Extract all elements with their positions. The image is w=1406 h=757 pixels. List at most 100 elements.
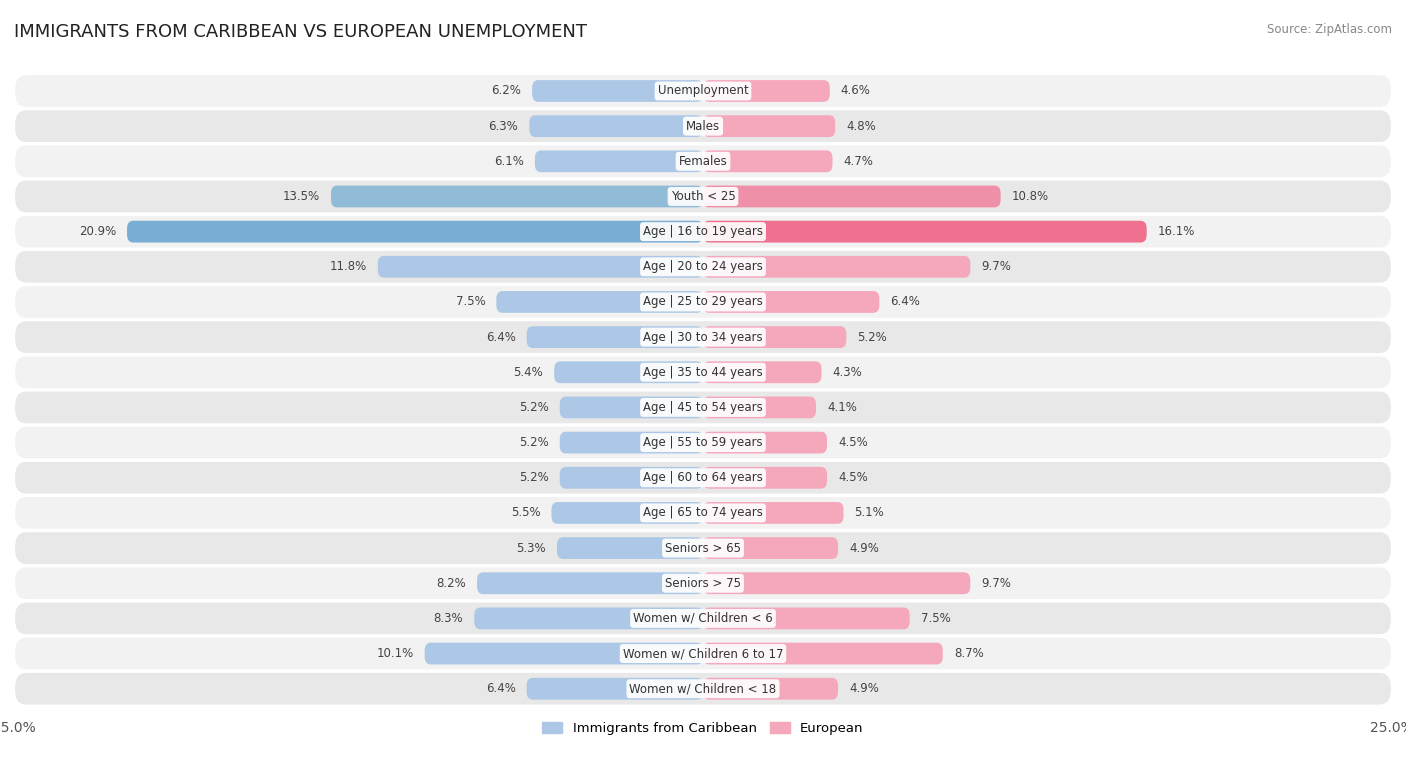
FancyBboxPatch shape [14, 74, 1392, 107]
FancyBboxPatch shape [703, 151, 832, 172]
Text: 6.4%: 6.4% [485, 331, 516, 344]
Text: Women w/ Children < 18: Women w/ Children < 18 [630, 682, 776, 695]
Text: Females: Females [679, 155, 727, 168]
Text: 4.1%: 4.1% [827, 401, 856, 414]
Text: 9.7%: 9.7% [981, 260, 1011, 273]
FancyBboxPatch shape [425, 643, 703, 665]
Text: Seniors > 65: Seniors > 65 [665, 541, 741, 555]
Text: 6.1%: 6.1% [494, 155, 524, 168]
Text: 16.1%: 16.1% [1157, 225, 1195, 238]
FancyBboxPatch shape [330, 185, 703, 207]
FancyBboxPatch shape [703, 185, 1001, 207]
Text: 4.7%: 4.7% [844, 155, 873, 168]
Text: Age | 55 to 59 years: Age | 55 to 59 years [643, 436, 763, 449]
FancyBboxPatch shape [527, 326, 703, 348]
FancyBboxPatch shape [527, 678, 703, 699]
FancyBboxPatch shape [703, 537, 838, 559]
Text: 10.1%: 10.1% [377, 647, 413, 660]
FancyBboxPatch shape [14, 179, 1392, 213]
Text: IMMIGRANTS FROM CARIBBEAN VS EUROPEAN UNEMPLOYMENT: IMMIGRANTS FROM CARIBBEAN VS EUROPEAN UN… [14, 23, 588, 41]
Text: 10.8%: 10.8% [1012, 190, 1049, 203]
Text: 8.3%: 8.3% [433, 612, 463, 625]
FancyBboxPatch shape [14, 215, 1392, 248]
Text: 13.5%: 13.5% [283, 190, 321, 203]
FancyBboxPatch shape [703, 256, 970, 278]
Text: Age | 60 to 64 years: Age | 60 to 64 years [643, 472, 763, 484]
Text: 5.2%: 5.2% [519, 436, 548, 449]
FancyBboxPatch shape [560, 431, 703, 453]
Text: 8.2%: 8.2% [436, 577, 465, 590]
FancyBboxPatch shape [14, 425, 1392, 459]
FancyBboxPatch shape [703, 572, 970, 594]
FancyBboxPatch shape [14, 566, 1392, 600]
Text: Source: ZipAtlas.com: Source: ZipAtlas.com [1267, 23, 1392, 36]
FancyBboxPatch shape [703, 397, 815, 419]
Text: Women w/ Children 6 to 17: Women w/ Children 6 to 17 [623, 647, 783, 660]
FancyBboxPatch shape [703, 326, 846, 348]
Text: 5.2%: 5.2% [858, 331, 887, 344]
FancyBboxPatch shape [703, 221, 1147, 242]
Text: Age | 30 to 34 years: Age | 30 to 34 years [643, 331, 763, 344]
FancyBboxPatch shape [14, 391, 1392, 425]
FancyBboxPatch shape [703, 80, 830, 102]
FancyBboxPatch shape [703, 608, 910, 629]
Text: 4.6%: 4.6% [841, 85, 870, 98]
Text: Age | 16 to 19 years: Age | 16 to 19 years [643, 225, 763, 238]
FancyBboxPatch shape [703, 115, 835, 137]
Text: 9.7%: 9.7% [981, 577, 1011, 590]
FancyBboxPatch shape [531, 80, 703, 102]
FancyBboxPatch shape [703, 502, 844, 524]
FancyBboxPatch shape [14, 672, 1392, 706]
FancyBboxPatch shape [14, 145, 1392, 178]
FancyBboxPatch shape [14, 355, 1392, 389]
FancyBboxPatch shape [530, 115, 703, 137]
FancyBboxPatch shape [14, 250, 1392, 284]
FancyBboxPatch shape [14, 496, 1392, 530]
Text: 4.5%: 4.5% [838, 472, 868, 484]
FancyBboxPatch shape [560, 397, 703, 419]
Text: 11.8%: 11.8% [329, 260, 367, 273]
Text: 5.1%: 5.1% [855, 506, 884, 519]
FancyBboxPatch shape [14, 602, 1392, 635]
Text: 5.2%: 5.2% [519, 401, 548, 414]
Text: 5.4%: 5.4% [513, 366, 543, 378]
Text: 4.9%: 4.9% [849, 541, 879, 555]
FancyBboxPatch shape [127, 221, 703, 242]
Text: 4.9%: 4.9% [849, 682, 879, 695]
FancyBboxPatch shape [703, 643, 943, 665]
FancyBboxPatch shape [477, 572, 703, 594]
FancyBboxPatch shape [551, 502, 703, 524]
Text: Women w/ Children < 6: Women w/ Children < 6 [633, 612, 773, 625]
FancyBboxPatch shape [14, 320, 1392, 354]
Text: Age | 65 to 74 years: Age | 65 to 74 years [643, 506, 763, 519]
Text: Seniors > 75: Seniors > 75 [665, 577, 741, 590]
Text: Age | 20 to 24 years: Age | 20 to 24 years [643, 260, 763, 273]
Text: 5.5%: 5.5% [510, 506, 540, 519]
FancyBboxPatch shape [496, 291, 703, 313]
Text: Unemployment: Unemployment [658, 85, 748, 98]
FancyBboxPatch shape [534, 151, 703, 172]
Text: 7.5%: 7.5% [921, 612, 950, 625]
Text: 20.9%: 20.9% [79, 225, 117, 238]
FancyBboxPatch shape [14, 531, 1392, 565]
FancyBboxPatch shape [14, 637, 1392, 671]
Text: 6.3%: 6.3% [489, 120, 519, 132]
Text: Age | 35 to 44 years: Age | 35 to 44 years [643, 366, 763, 378]
FancyBboxPatch shape [703, 678, 838, 699]
Text: Age | 45 to 54 years: Age | 45 to 54 years [643, 401, 763, 414]
FancyBboxPatch shape [560, 467, 703, 489]
FancyBboxPatch shape [703, 291, 879, 313]
Text: 6.4%: 6.4% [890, 295, 921, 308]
FancyBboxPatch shape [14, 285, 1392, 319]
Text: 4.5%: 4.5% [838, 436, 868, 449]
Text: 6.4%: 6.4% [485, 682, 516, 695]
Text: 4.3%: 4.3% [832, 366, 862, 378]
FancyBboxPatch shape [378, 256, 703, 278]
FancyBboxPatch shape [474, 608, 703, 629]
FancyBboxPatch shape [703, 467, 827, 489]
FancyBboxPatch shape [554, 361, 703, 383]
FancyBboxPatch shape [14, 461, 1392, 494]
Text: 4.8%: 4.8% [846, 120, 876, 132]
FancyBboxPatch shape [557, 537, 703, 559]
Text: Youth < 25: Youth < 25 [671, 190, 735, 203]
